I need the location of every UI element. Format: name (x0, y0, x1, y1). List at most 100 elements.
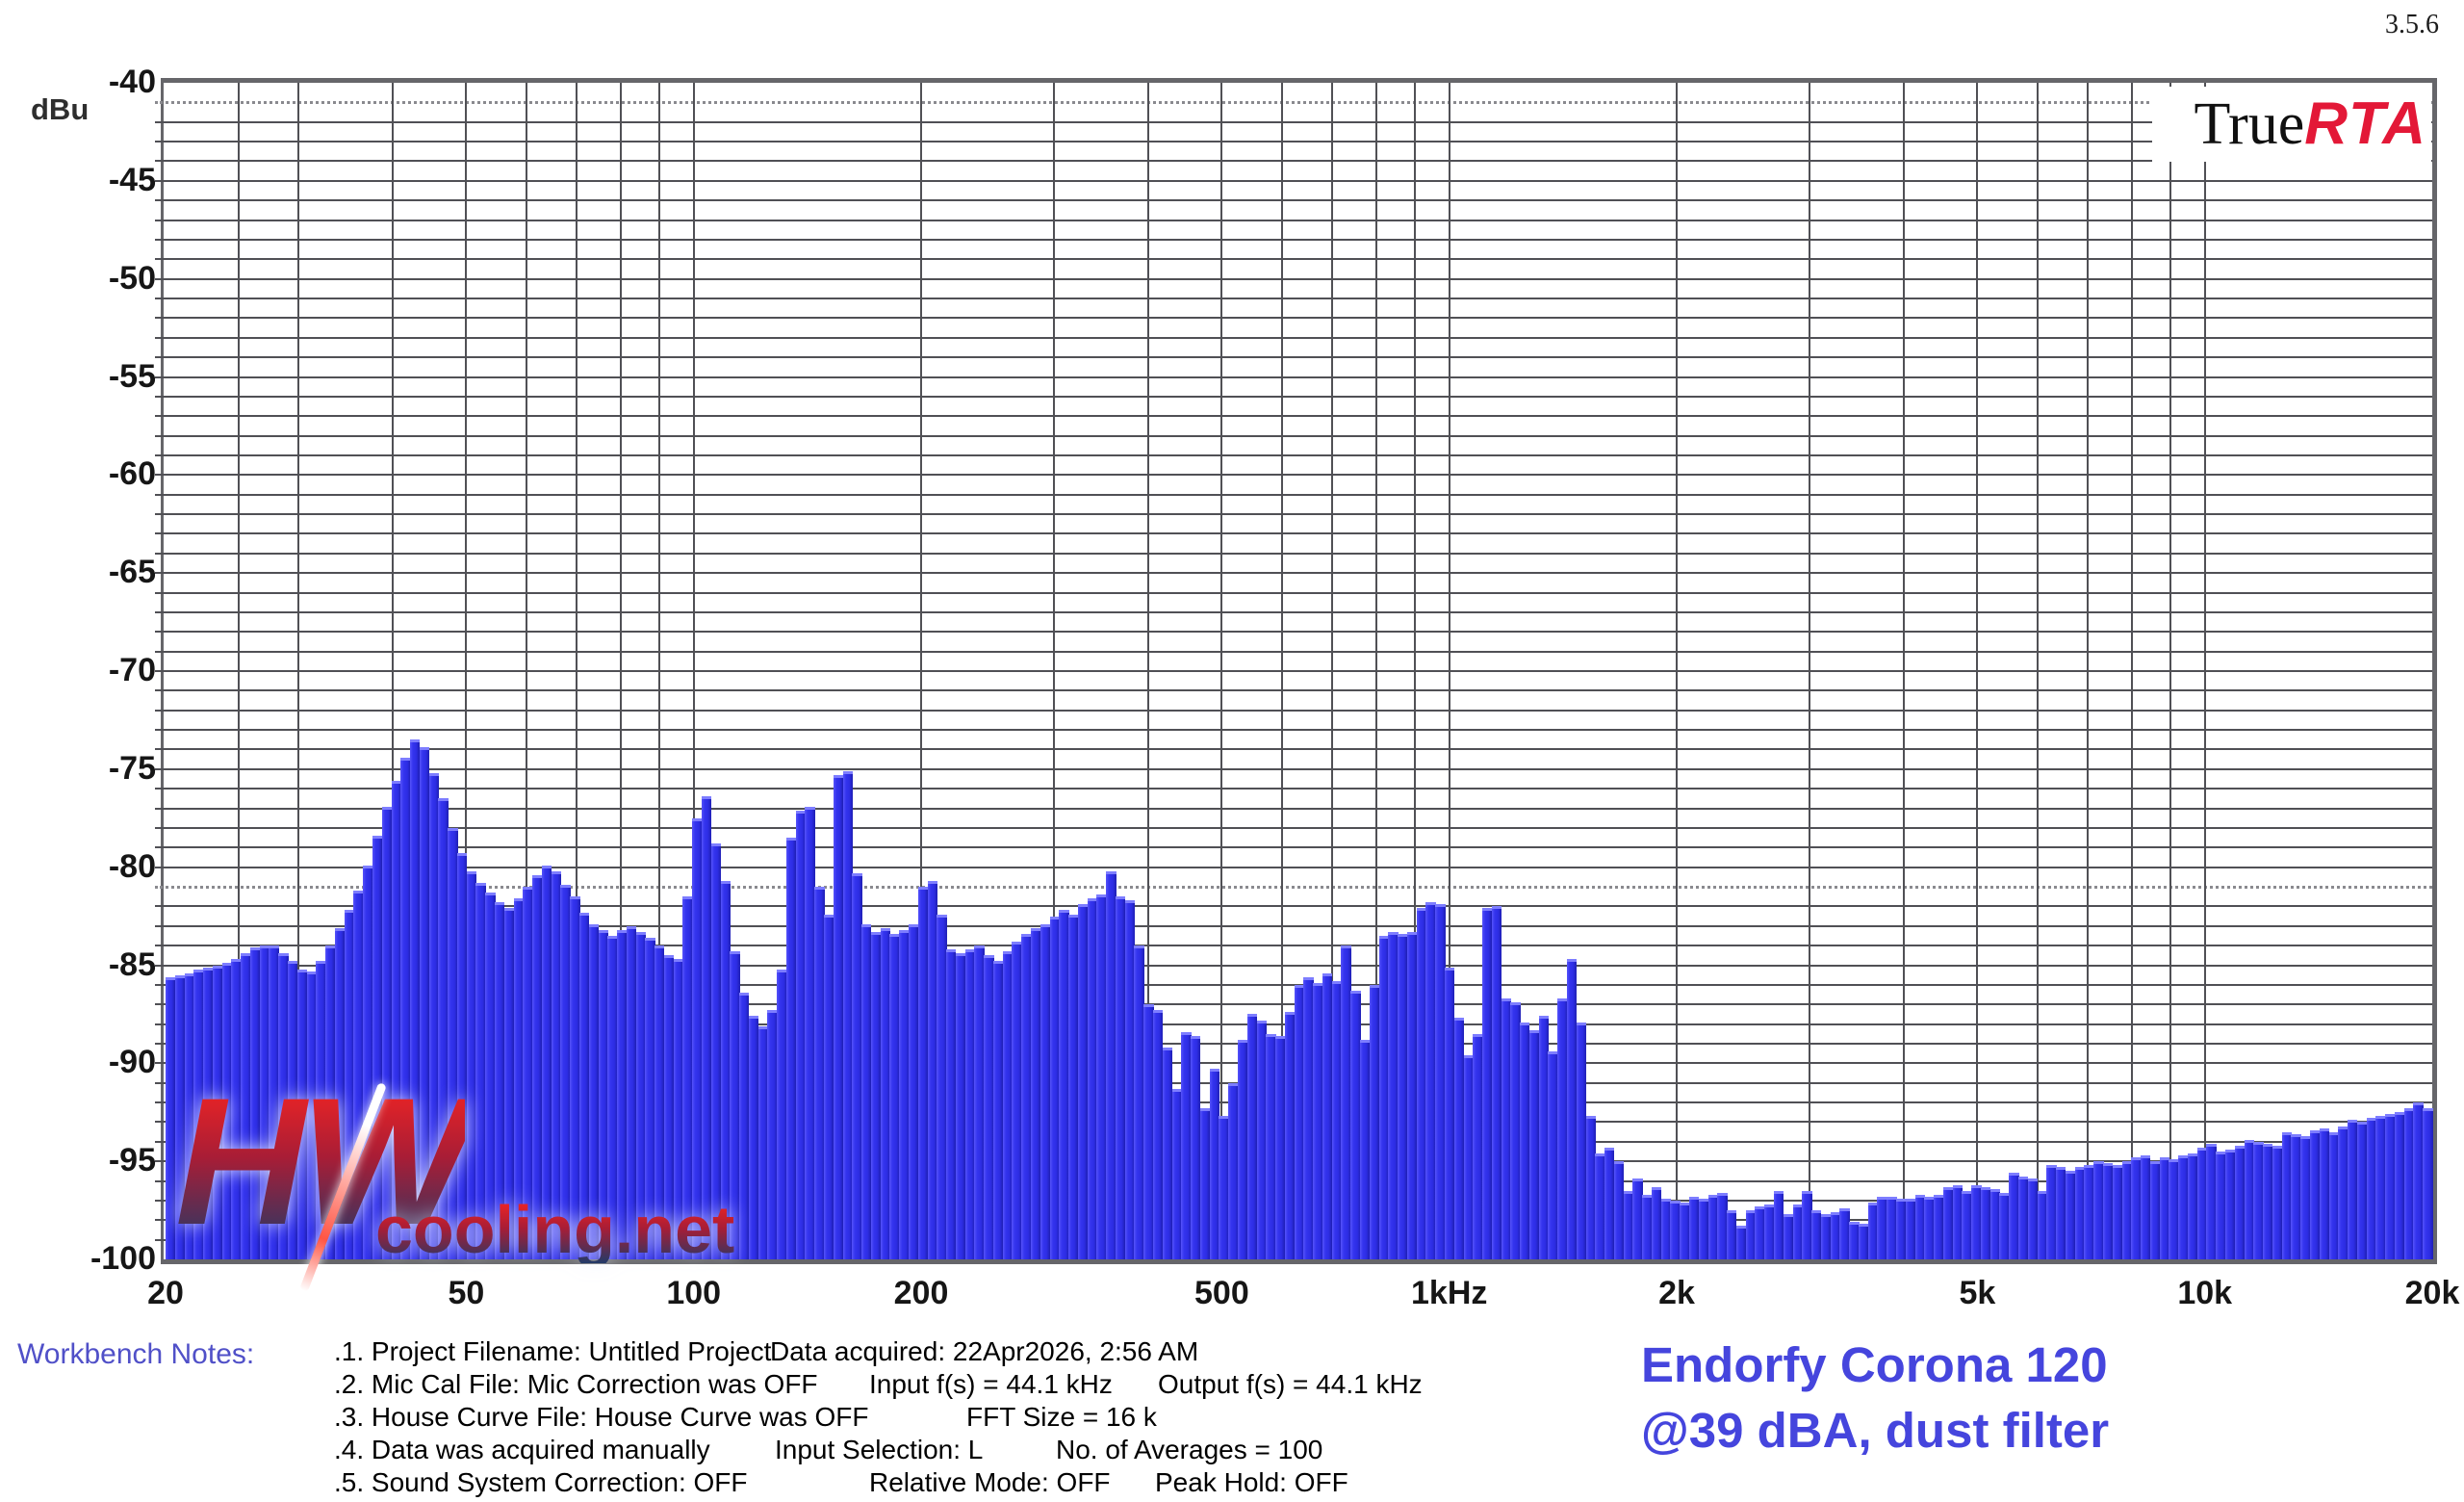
grid-line-h (155, 689, 2432, 692)
spectrum-bar (1764, 1204, 1775, 1259)
spectrum-bar (1670, 1200, 1681, 1259)
spectrum-bar (2178, 1155, 2189, 1259)
grid-line-v (920, 83, 922, 1259)
y-axis-unit-label: dBu (31, 92, 90, 126)
spectrum-bar (1237, 1039, 1248, 1259)
spectrum-bar (269, 945, 279, 1259)
spectrum-bar (1680, 1202, 1690, 1259)
spectrum-bar (1962, 1190, 1972, 1259)
note-line1-seg1: .1. Project Filename: Untitled Project (334, 1336, 772, 1366)
spectrum-bar (2018, 1177, 2029, 1259)
spectrum-bar (1792, 1204, 1803, 1259)
spectrum-bar (1294, 984, 1304, 1259)
spectrum-bar (419, 747, 430, 1259)
spectrum-bar (1322, 972, 1333, 1259)
spectrum-bar (1378, 935, 1389, 1259)
spectrum-bar (1698, 1198, 1709, 1259)
spectrum-bar (334, 927, 346, 1259)
spectrum-bar (1246, 1014, 1258, 1259)
spectrum-bar (2366, 1118, 2376, 1259)
grid-line-h (155, 866, 2432, 868)
spectrum-bar (1087, 898, 1097, 1259)
spectrum-bar (466, 870, 477, 1259)
spectrum-bar (532, 874, 543, 1259)
grid-line-h (155, 453, 2432, 456)
spectrum-bar (2112, 1165, 2123, 1259)
grid-line-h (155, 298, 2432, 300)
spectrum-bar (2149, 1161, 2161, 1259)
spectrum-bar (2196, 1147, 2208, 1259)
grid-line-v (2169, 83, 2171, 1259)
spectrum-bar (1548, 1051, 1558, 1259)
spectrum-bar (2423, 1108, 2433, 1259)
spectrum-bar (2385, 1114, 2396, 1259)
spectrum-bar (814, 887, 825, 1259)
spectrum-bar (1858, 1224, 1869, 1259)
note-line2-seg1: .2. Mic Cal File: Mic Correction was OFF (334, 1369, 818, 1399)
spectrum-bar (2102, 1163, 2114, 1259)
y-axis-tick-label: -90 (108, 1044, 156, 1081)
grid-line-h (155, 474, 2432, 477)
grid-line-h (155, 650, 2432, 653)
grid-line-h (155, 179, 2432, 182)
spectrum-bar (1604, 1147, 1615, 1259)
spectrum-bar (861, 923, 872, 1259)
spectrum-bar (1219, 1116, 1229, 1259)
measurement-caption: Endorfy Corona 120 @39 dBA, dust filter (1641, 1333, 2109, 1463)
spectrum-bar (438, 798, 449, 1259)
spectrum-bar (1576, 1022, 1587, 1259)
spectrum-bar (296, 969, 308, 1259)
spectrum-bar (344, 910, 355, 1259)
spectrum-bar (1256, 1020, 1267, 1259)
spectrum-bar (1642, 1194, 1653, 1259)
grid-line-h (155, 493, 2432, 496)
spectrum-bar (513, 898, 524, 1259)
spectrum-bar (1802, 1190, 1812, 1259)
y-axis-tick-label: -50 (108, 259, 156, 297)
note-line5-seg2: Relative Mode: OFF (869, 1467, 1111, 1497)
spectrum-bar (1369, 984, 1380, 1259)
spectrum-bar (2375, 1116, 2386, 1259)
spectrum-bar (730, 951, 740, 1259)
spectrum-bar (2037, 1190, 2047, 1259)
spectrum-bar (1388, 931, 1399, 1259)
spectrum-bar (1745, 1210, 1757, 1259)
spectrum-bar (1707, 1194, 1718, 1259)
spectrum-bar (1830, 1212, 1840, 1259)
spectrum-bar (1566, 959, 1578, 1259)
x-axis-tick-label: 5k (1959, 1275, 1996, 1311)
grid-line-h (155, 767, 2432, 770)
spectrum-bar (607, 935, 618, 1259)
spectrum-bar (2319, 1127, 2330, 1259)
spectrum-bar (316, 961, 326, 1259)
spectrum-bar (833, 774, 844, 1259)
spectrum-bar (570, 896, 580, 1259)
spectrum-bar (448, 827, 458, 1259)
spectrum-bar (1595, 1153, 1605, 1259)
grid-line-v (525, 83, 527, 1259)
spectrum-bar (757, 1025, 768, 1259)
spectrum-bar (1501, 998, 1511, 1259)
grid-line-v (1976, 83, 1979, 1259)
spectrum-bar (2187, 1153, 2198, 1259)
spectrum-bar (2300, 1135, 2311, 1259)
truerta-logo-rta-text: RTA (2304, 91, 2427, 157)
grid-line-v (1448, 83, 1450, 1259)
spectrum-bar (1416, 908, 1426, 1259)
spectrum-bar (1444, 967, 1455, 1259)
spectrum-bar (1115, 896, 1126, 1259)
spectrum-bar (964, 949, 975, 1259)
spectrum-bar (2131, 1157, 2142, 1259)
spectrum-bar (306, 971, 317, 1259)
note-line1-seg2: Data acquired: 22Apr2026, 2:56 AM (770, 1336, 1199, 1366)
spectrum-bar (654, 945, 665, 1259)
grid-line-h (155, 101, 2432, 105)
spectrum-bar (1942, 1186, 1954, 1259)
grid-line-v (1903, 83, 1906, 1259)
spectrum-bar (1783, 1214, 1794, 1259)
spectrum-bar (1839, 1208, 1850, 1259)
grid-line-v (1413, 83, 1416, 1259)
spectrum-bar (598, 929, 608, 1259)
spectrum-bar (1727, 1210, 1737, 1259)
spectrum-bar (166, 976, 176, 1259)
